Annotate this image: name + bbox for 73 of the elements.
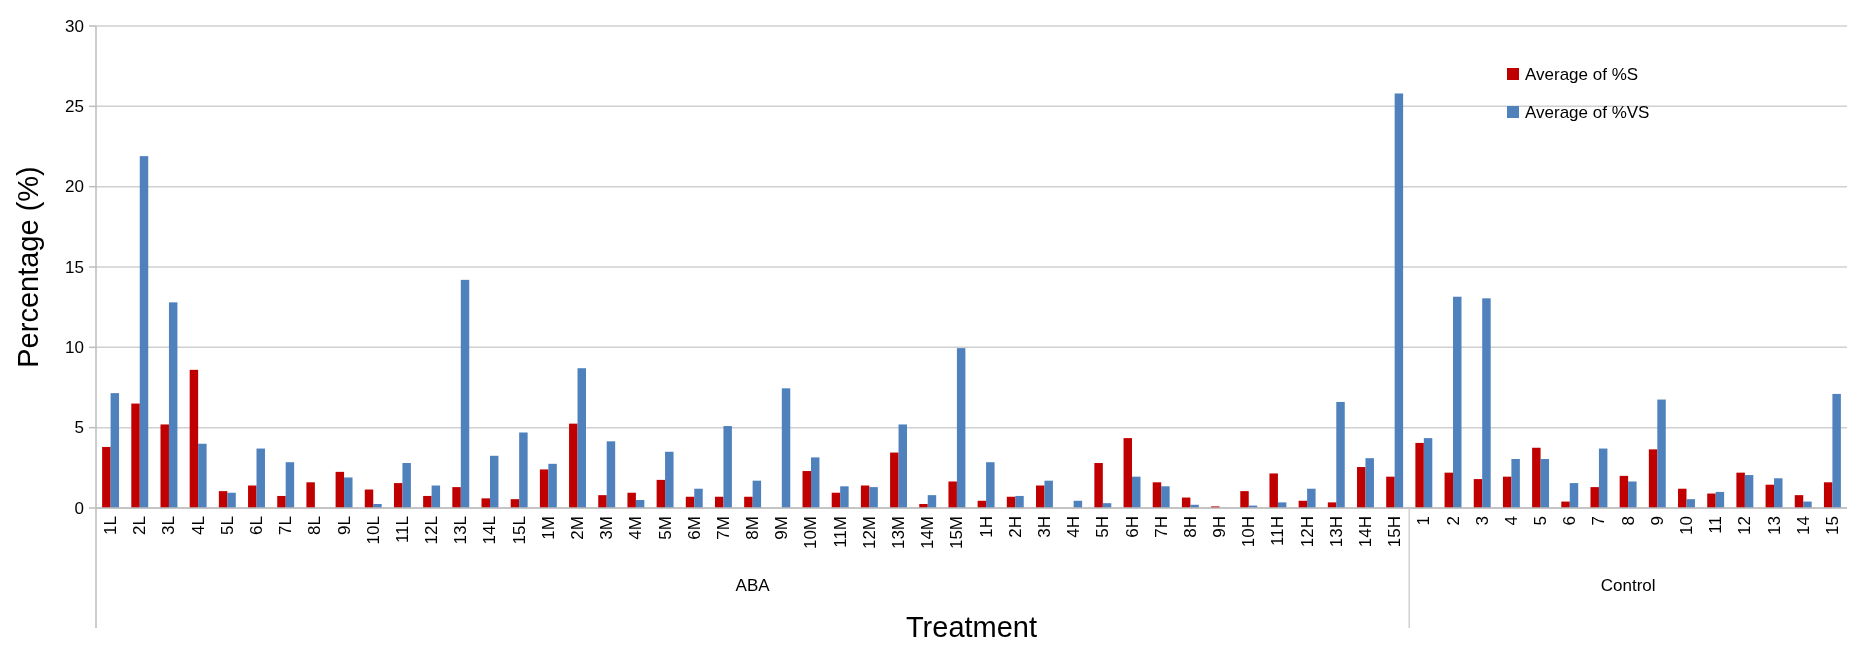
x-tick-label: 4: [1501, 516, 1521, 526]
x-tick-label: 4L: [188, 516, 208, 535]
x-tick-label: 7: [1589, 516, 1609, 526]
legend-label: Average of %VS: [1525, 102, 1650, 122]
y-axis-title: Percentage (%): [12, 166, 44, 368]
x-tick-label: 8: [1618, 516, 1638, 526]
x-tick-label: 12M: [859, 516, 879, 550]
x-tick-label: 15L: [509, 516, 529, 545]
legend-label: Average of %S: [1525, 64, 1639, 84]
text: ABA: [735, 576, 771, 595]
x-tick-label: 13H: [1326, 516, 1346, 548]
x-tick-label: 5: [1531, 516, 1551, 526]
x-tick-label: 13: [1764, 516, 1784, 535]
x-tick-label: 15M: [947, 516, 967, 550]
x-tick-label: 3: [1472, 516, 1492, 526]
x-tick-label: 7M: [713, 516, 733, 540]
x-tick-label: 11H: [1268, 516, 1288, 546]
x-tick-label: 11: [1706, 516, 1726, 534]
y-tick-label: 10: [65, 337, 84, 357]
x-tick-label: 2L: [130, 516, 150, 535]
x-tick-label: 3L: [159, 516, 179, 535]
x-tick-label: 6M: [684, 516, 704, 540]
x-tick-label: 6L: [247, 516, 267, 535]
x-tick-label: 7L: [276, 516, 296, 535]
x-tick-label: 6H: [1122, 516, 1142, 538]
y-tick-label: 15: [65, 257, 84, 277]
x-tick-label: 3M: [597, 516, 617, 540]
x-tick-label: 5M: [655, 516, 675, 540]
x-tick-label: 15H: [1385, 516, 1405, 548]
x-tick-label: 3H: [1034, 516, 1054, 538]
x-tick-label: 13L: [451, 516, 471, 545]
x-tick-label: 5L: [217, 516, 237, 535]
x-tick-label: 15: [1822, 516, 1842, 535]
text: Control: [1600, 576, 1656, 595]
x-tick-label: 14H: [1355, 516, 1375, 548]
x-tick-label: 13M: [889, 516, 909, 550]
x-tick-label: 4H: [1064, 516, 1084, 538]
x-tick-label: 2H: [1005, 516, 1025, 538]
x-tick-label: 14: [1793, 516, 1813, 535]
x-tick-label: 6: [1560, 516, 1580, 526]
x-tick-label: 1M: [538, 516, 558, 540]
y-tick-label: 0: [74, 498, 84, 518]
x-tick-label: 2M: [568, 516, 588, 540]
x-tick-label: 9M: [772, 516, 792, 540]
x-tick-label: 1H: [976, 516, 996, 538]
x-tick-label: 1: [1414, 516, 1434, 526]
x-tick-label: 1L: [101, 516, 121, 535]
y-tick-label: 5: [74, 418, 84, 438]
x-tick-label: 8L: [305, 516, 325, 535]
x-tick-label: 8M: [743, 516, 763, 540]
y-tick-label: 30: [65, 16, 84, 36]
x-tick-label: 10M: [801, 516, 821, 550]
x-tick-label: 10H: [1239, 516, 1259, 548]
x-tick-label: 5H: [1093, 516, 1113, 538]
x-tick-label: 9H: [1210, 516, 1230, 538]
x-tick-label: 12: [1735, 516, 1755, 535]
x-tick-label: 12H: [1297, 516, 1317, 548]
x-tick-label: 10: [1676, 516, 1696, 535]
x-tick-label: 2: [1443, 516, 1463, 526]
x-axis-title: Treatment: [905, 611, 1038, 643]
x-tick-label: 12L: [422, 516, 442, 545]
y-tick-label: 20: [65, 177, 84, 197]
x-tick-label: 10L: [363, 516, 383, 545]
x-tick-label: 11M: [830, 516, 850, 548]
x-tick-label: 14L: [480, 516, 500, 545]
x-tick-label: 7H: [1151, 516, 1171, 538]
x-tick-label: 11L: [392, 516, 412, 544]
x-tick-label: 9: [1647, 516, 1667, 526]
x-tick-label: 8H: [1180, 516, 1200, 538]
x-tick-label: 9L: [334, 516, 354, 535]
y-tick-label: 25: [65, 96, 84, 116]
x-tick-label: 4M: [626, 516, 646, 540]
x-tick-label: 14M: [918, 516, 938, 550]
